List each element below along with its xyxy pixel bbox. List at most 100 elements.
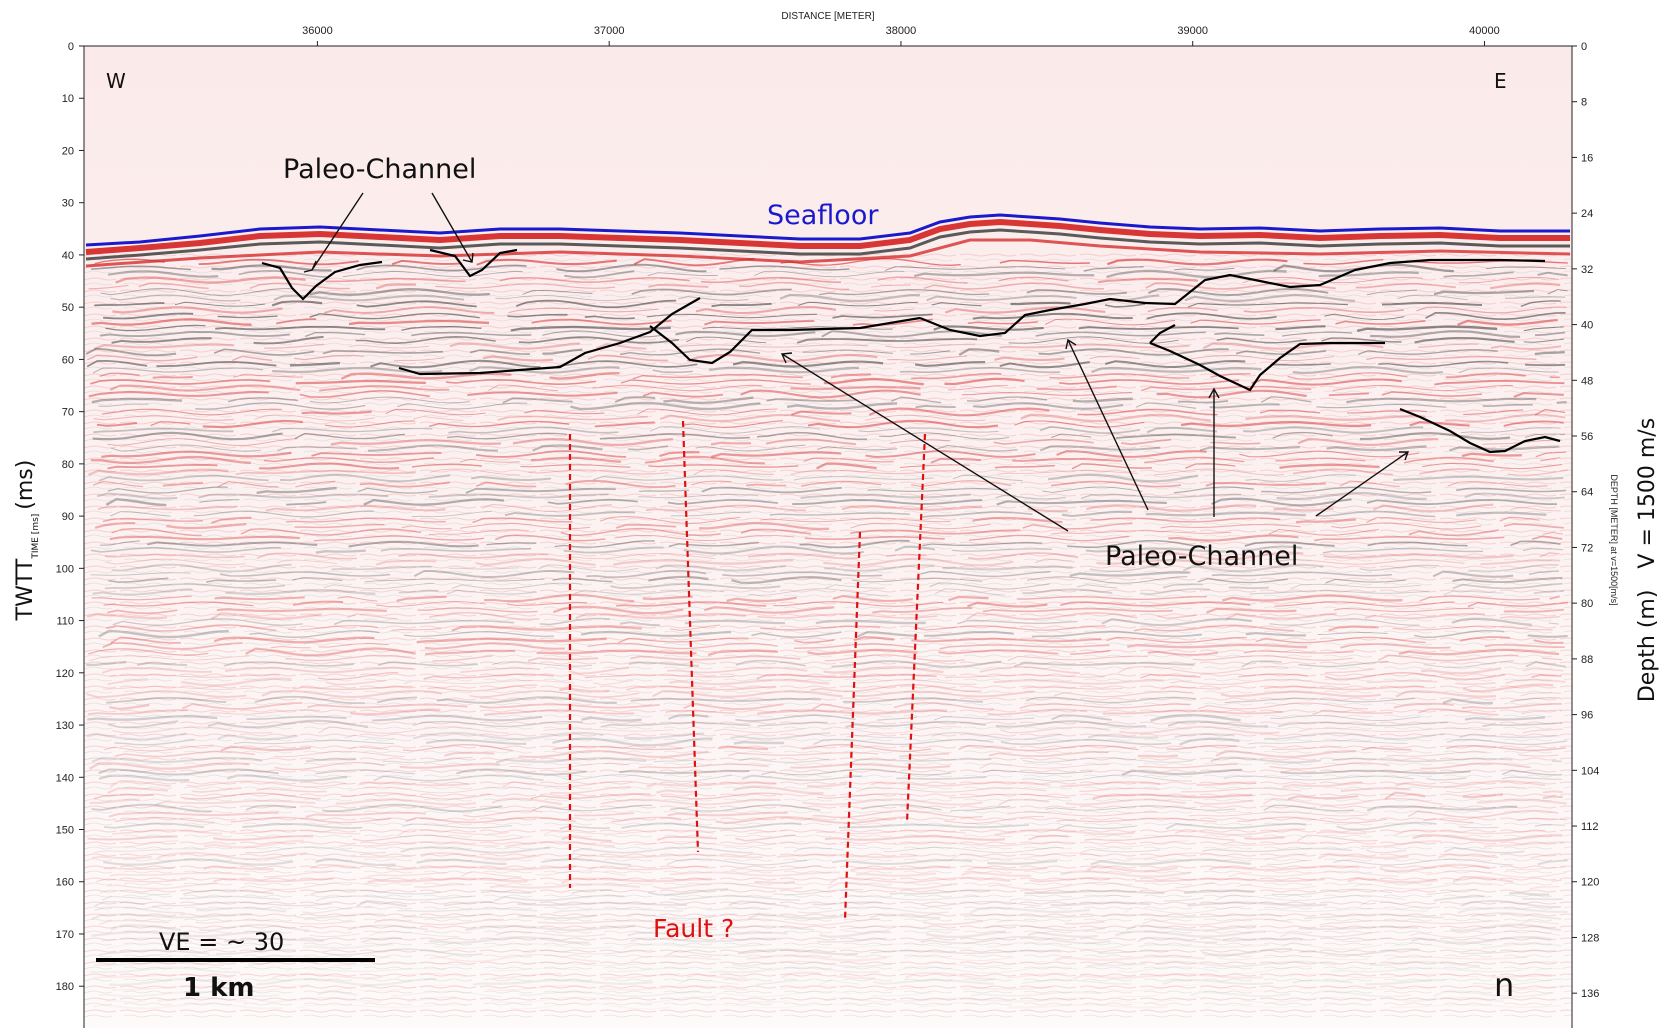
reflector-segment	[934, 588, 1005, 596]
reflector-segment	[484, 709, 635, 716]
reflector-segment	[1491, 973, 1552, 979]
reflector-segment	[552, 908, 683, 914]
reflector-segment	[96, 492, 178, 500]
reflector-segment	[522, 949, 654, 955]
reflector-segment	[311, 452, 442, 457]
reflector-segment	[518, 336, 679, 344]
reflector-segment	[544, 829, 715, 835]
reflector-segment	[597, 985, 748, 991]
reflector-segment	[435, 283, 616, 289]
reflector-segment	[110, 779, 171, 788]
reflector-segment	[358, 781, 469, 787]
reflector-segment	[607, 967, 688, 973]
reflector-segment	[482, 355, 554, 362]
reflector-segment	[950, 805, 1011, 812]
reflector-segment	[1347, 410, 1428, 414]
reflector-segment	[918, 1002, 979, 1008]
reflector-segment	[491, 797, 562, 806]
reflector-segment	[456, 768, 587, 776]
reflector-segment	[107, 882, 218, 890]
right-axis-title-small: DEPTH [METER] at v=1500[m/s]	[1609, 474, 1619, 605]
reflector-segment	[484, 593, 635, 603]
reflector-segment	[682, 420, 783, 428]
reflector-segment	[1533, 639, 1564, 644]
reflector-segment	[550, 786, 631, 794]
reflector-segment	[292, 577, 343, 582]
reflector-segment	[1369, 960, 1480, 968]
reflector-segment	[1318, 271, 1419, 278]
reflector-segment	[747, 552, 859, 560]
reflector-segment	[198, 258, 359, 266]
reflector-segment	[315, 769, 416, 775]
reflector-segment	[1442, 698, 1493, 705]
reflector-segment	[1297, 438, 1439, 446]
reflector-segment	[335, 984, 466, 992]
reflector-segment	[1147, 288, 1329, 297]
reflector-segment	[367, 444, 499, 452]
reflector-segment	[628, 445, 669, 451]
reflector-segment	[584, 315, 635, 320]
reflector-segment	[1418, 343, 1479, 348]
reflector-segment	[1457, 318, 1558, 326]
reflector-segment	[1378, 360, 1509, 368]
reflector-segment	[88, 468, 229, 476]
reflector-segment	[647, 888, 729, 896]
reflector-segment	[642, 595, 693, 601]
reflector-segment	[708, 366, 860, 374]
reflector-segment	[348, 344, 429, 349]
top-tick-label: 39000	[1177, 25, 1208, 37]
reflector-segment	[1273, 507, 1334, 512]
reflector-segment	[217, 315, 278, 319]
reflector-segment	[1517, 818, 1568, 822]
reflector-segment	[1089, 356, 1140, 360]
reflector-segment	[728, 752, 879, 757]
reflector-segment	[323, 582, 434, 590]
reflector-segment	[1202, 847, 1353, 853]
reflector-segment	[1322, 547, 1484, 554]
reflector-segment	[294, 354, 365, 361]
arrow-right-2	[1067, 339, 1149, 511]
reflector-segment	[88, 762, 250, 770]
reflector-segment	[1035, 331, 1206, 337]
left-axis-title: TWTTTIME [ms] (ms)	[13, 460, 41, 622]
reflector-segment	[530, 456, 621, 463]
reflector-segment	[1249, 590, 1430, 595]
reflector-segment	[807, 419, 999, 429]
reflector-segment	[103, 866, 174, 870]
reflector-segment	[448, 567, 519, 570]
reflector-segment	[899, 366, 1060, 374]
right-tick-label: 136	[1581, 988, 1599, 1000]
reflector-segment	[986, 941, 1127, 950]
left-tick-label: 60	[62, 354, 74, 366]
reflector-segment	[1339, 480, 1400, 488]
reflector-segment	[1452, 577, 1563, 583]
reflector-segment	[926, 295, 1077, 302]
fault-lines	[568, 420, 927, 921]
right-tick-label: 96	[1581, 710, 1593, 722]
reflector-segment	[199, 924, 310, 932]
reflector-segment	[624, 732, 705, 740]
reflector-segment	[827, 882, 958, 890]
reflector-segment	[301, 410, 372, 415]
reflector-segment	[631, 288, 792, 296]
reflector-segment	[429, 936, 590, 944]
reflector-segment	[732, 360, 884, 368]
reflector-segment	[1245, 632, 1306, 637]
reflector-segment	[619, 769, 750, 775]
reflector-segment	[1242, 276, 1423, 284]
reflector-segment	[1153, 468, 1285, 476]
reflector-segment	[754, 880, 795, 885]
reflector-segment	[1533, 590, 1564, 595]
right-tick-label: 0	[1581, 41, 1587, 53]
reflector-segment	[1007, 655, 1148, 662]
reflector-segment	[1325, 578, 1406, 584]
reflector-segment	[819, 930, 890, 938]
reflector-segment	[1071, 463, 1152, 470]
reflector-segment	[162, 481, 203, 487]
reflector-segment	[1045, 805, 1236, 811]
reflector-segment	[616, 601, 767, 607]
reflector-segment	[894, 545, 936, 552]
reflector-segment	[893, 997, 1084, 1003]
reflector-segment	[460, 667, 541, 673]
